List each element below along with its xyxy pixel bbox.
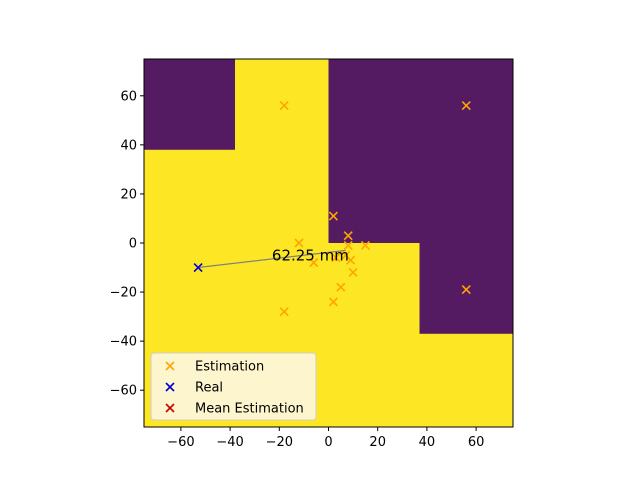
x-tick-label: −40 [216, 435, 243, 450]
estimation-point [461, 101, 471, 111]
estimation-point [346, 255, 356, 265]
estimation-point [279, 307, 289, 317]
y-tick-label: 60 [120, 89, 137, 104]
y-axis: −60 −40 −20 0 20 40 60 [110, 89, 144, 399]
y-tick-label: 0 [129, 237, 137, 252]
marker-stroke [294, 238, 304, 248]
marker-stroke [165, 403, 175, 413]
marker-stroke [279, 307, 289, 317]
map-low-region [328, 59, 513, 243]
estimation-point [279, 101, 289, 111]
y-tick-label: −40 [110, 335, 137, 350]
legend-label: Mean Estimation [195, 402, 304, 417]
x-tick-label: −20 [266, 435, 293, 450]
marker-stroke [279, 101, 289, 111]
map-low-region [419, 243, 513, 334]
estimation-point [328, 211, 338, 221]
x-tick-label: 60 [468, 435, 485, 450]
estimation-point [309, 258, 319, 268]
estimation-point [294, 238, 304, 248]
x-tick-label: −60 [167, 435, 194, 450]
marker-stroke [165, 361, 175, 371]
estimation-point [343, 240, 353, 251]
marker-stroke [193, 262, 203, 273]
distance-connector-line [198, 249, 346, 269]
marker-stroke [341, 250, 351, 260]
x-tick-label: 0 [324, 435, 332, 450]
real-point [193, 262, 203, 273]
marker-stroke [336, 282, 346, 292]
estimation-point [360, 240, 370, 251]
marker-stroke [328, 297, 338, 307]
estimation-point [343, 231, 353, 241]
estimation-point [348, 267, 358, 278]
marker-stroke [343, 231, 353, 241]
marker-stroke [461, 101, 471, 111]
marker-stroke [360, 240, 370, 251]
marker-stroke [309, 258, 319, 268]
marker-stroke [328, 211, 338, 221]
marker-stroke [165, 382, 175, 392]
x-tick-label: 20 [369, 435, 386, 450]
y-tick-label: 20 [120, 187, 137, 202]
marker-stroke [348, 267, 358, 278]
marker-stroke [461, 285, 471, 295]
legend-label: Estimation [195, 360, 264, 375]
legend-box [150, 352, 317, 421]
legend-marker [165, 382, 175, 392]
estimation-point [336, 282, 346, 292]
data-marks [193, 101, 471, 317]
marker-stroke [331, 253, 341, 263]
x-tick-label: 40 [419, 435, 436, 450]
y-tick-label: −60 [110, 384, 137, 399]
distance-annotation: 62.25 mm [272, 246, 349, 264]
x-axis: −60 −40 −20 0 20 40 60 [167, 427, 484, 450]
marker-stroke [346, 255, 356, 265]
estimation-point [461, 285, 471, 295]
legend-marker [165, 361, 175, 371]
y-tick-label: 40 [120, 138, 137, 153]
estimation-point [331, 253, 341, 263]
estimation-point [328, 297, 338, 307]
legend-label: Real [195, 381, 223, 396]
map-low-region [144, 59, 236, 150]
y-tick-label: −20 [110, 286, 137, 301]
marker-stroke [343, 240, 353, 251]
legend: Estimation Real Mean Estimation [150, 352, 317, 421]
connector-layer [198, 249, 346, 269]
legend-marker [165, 403, 175, 413]
